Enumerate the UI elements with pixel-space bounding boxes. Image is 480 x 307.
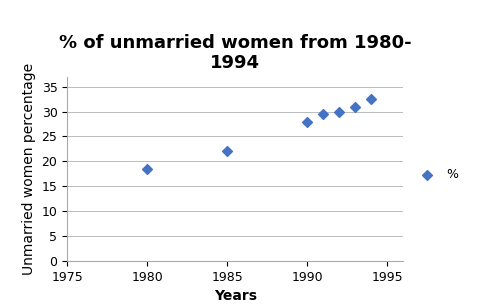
Point (367, 97, 375, 102)
Point (303, 119, 311, 124)
Point (319, 112, 327, 117)
Point (144, 166, 151, 171)
Point (351, 104, 359, 109)
Point (336, 109, 343, 114)
Text: %: % (446, 169, 458, 181)
Y-axis label: Unmarried women percentage: Unmarried women percentage (22, 63, 36, 275)
Title: % of unmarried women from 1980-
1994: % of unmarried women from 1980- 1994 (59, 34, 411, 72)
Point (223, 149, 231, 154)
X-axis label: Years: Years (214, 289, 257, 303)
Point (423, 173, 431, 177)
